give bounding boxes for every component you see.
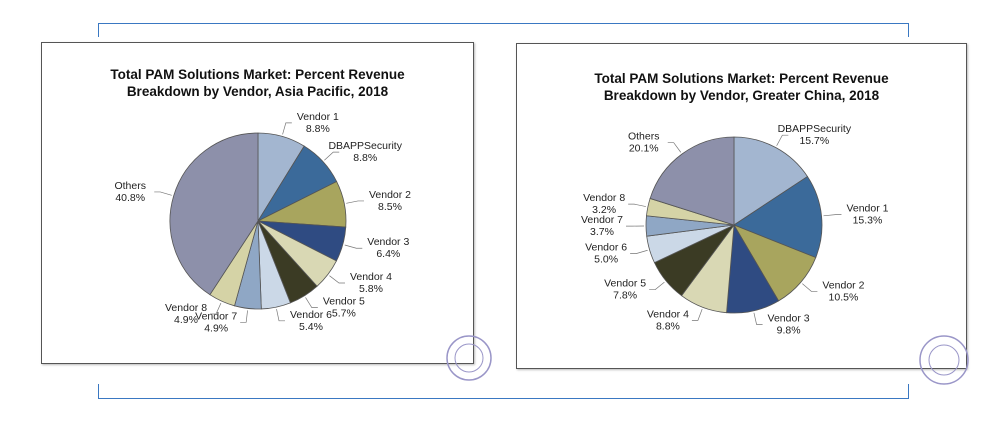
leader-line	[282, 122, 292, 135]
slice-value-label: 8.5%	[378, 201, 402, 213]
chart-title-line-1: Total PAM Solutions Market: Percent Reve…	[110, 67, 405, 82]
slice-category-label: Vendor 7	[581, 214, 623, 226]
slice-category-label: Vendor 8	[583, 192, 625, 204]
slice-value-label: 3.7%	[590, 226, 614, 238]
chart-title-line-1: Total PAM Solutions Market: Percent Reve…	[594, 71, 889, 86]
chart-title: Total PAM Solutions Market: Percent Reve…	[42, 66, 473, 100]
slice-category-label: DBAPPSecurity	[778, 123, 852, 135]
pie-slice	[733, 175, 823, 259]
leader-line	[210, 302, 222, 315]
slice-value-label: 5.8%	[359, 283, 383, 295]
leader-line	[823, 214, 842, 217]
slice-category-label: Vendor 4	[647, 308, 689, 320]
slice-value-label: 9.8%	[777, 324, 801, 336]
slice-value-label: 8.8%	[353, 152, 377, 164]
leader-line	[305, 297, 318, 308]
slice-category-label: Vendor 6	[290, 309, 332, 321]
leader-line	[329, 275, 345, 284]
slice-category-label: Vendor 1	[846, 203, 888, 215]
leader-line	[630, 249, 648, 254]
slice-value-label: 6.4%	[376, 248, 400, 260]
leader-line	[802, 283, 818, 292]
slice-category-label: Vendor 2	[369, 189, 411, 201]
slice-value-label: 3.2%	[592, 204, 616, 216]
slice-category-label: Vendor 3	[768, 312, 810, 324]
frost-sullivan-stamp-left	[446, 335, 492, 381]
slice-category-label: Vendor 8	[165, 302, 207, 314]
slice-value-label: 15.3%	[853, 215, 883, 227]
leader-line	[628, 203, 646, 207]
slice-category-label: Vendor 6	[585, 242, 627, 254]
slice-value-label: 7.8%	[613, 290, 637, 302]
leader-line	[753, 312, 763, 325]
leader-line	[324, 151, 340, 161]
slice-category-label: Vendor 5	[323, 296, 365, 308]
frame-top-line	[98, 23, 909, 24]
frame-bottom-right-tick	[908, 384, 909, 398]
slice-value-label: 4.9%	[174, 314, 198, 326]
pie-slice	[649, 136, 735, 226]
slice-value-label: 15.7%	[799, 135, 829, 147]
leader-line	[667, 142, 682, 153]
slice-category-label: Vendor 5	[604, 278, 646, 290]
chart-title: Total PAM Solutions Market: Percent Reve…	[517, 70, 966, 104]
leader-line	[344, 244, 363, 249]
slice-category-label: Vendor 3	[367, 236, 409, 248]
frame-bottom-left-tick	[98, 384, 99, 398]
leader-line	[691, 309, 703, 321]
slice-value-label: 5.7%	[332, 308, 356, 320]
slice-category-label: Vendor 4	[350, 271, 392, 283]
slice-value-label: 10.5%	[829, 291, 859, 303]
frame-bottom-line	[98, 398, 909, 399]
leader-line	[776, 134, 789, 146]
pie-slice	[169, 132, 259, 296]
leader-line	[240, 310, 248, 323]
chart-title-line-2: Breakdown by Vendor, Asia Pacific, 2018	[126, 84, 389, 99]
slice-value-label: 5.4%	[299, 321, 323, 333]
slice-category-label: Vendor 7	[195, 310, 237, 322]
chart-panel-asia-pacific: Total PAM Solutions Market: Percent Reve…	[41, 42, 474, 364]
slice-category-label: Others	[628, 131, 660, 143]
slice-category-label: Vendor 2	[822, 279, 864, 291]
chart-panel-greater-china: Total PAM Solutions Market: Percent Reve…	[516, 43, 967, 369]
slice-category-label: Others	[114, 180, 146, 192]
slice-value-label: 8.8%	[306, 123, 330, 135]
slice-value-label: 40.8%	[115, 192, 145, 204]
slice-value-label: 5.0%	[594, 254, 618, 266]
slice-category-label: DBAPPSecurity	[328, 140, 402, 152]
slice-value-label: 8.8%	[656, 320, 680, 332]
leader-line	[276, 309, 285, 322]
leader-line	[346, 200, 365, 204]
chart-title-line-2: Breakdown by Vendor, Greater China, 2018	[603, 88, 880, 103]
frost-sullivan-stamp-right	[919, 335, 969, 385]
pie-slice	[733, 136, 809, 226]
slice-value-label: 20.1%	[629, 143, 659, 155]
leader-line	[649, 281, 665, 291]
slice-value-label: 4.9%	[204, 322, 228, 334]
frame-top-right-tick	[908, 23, 909, 37]
leader-line	[154, 191, 172, 196]
slice-category-label: Vendor 1	[297, 111, 339, 123]
frame-top-left-tick	[98, 23, 99, 37]
